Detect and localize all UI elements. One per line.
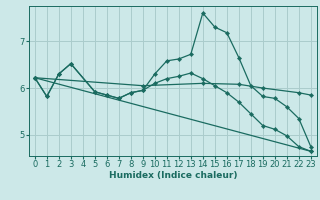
- X-axis label: Humidex (Indice chaleur): Humidex (Indice chaleur): [108, 171, 237, 180]
